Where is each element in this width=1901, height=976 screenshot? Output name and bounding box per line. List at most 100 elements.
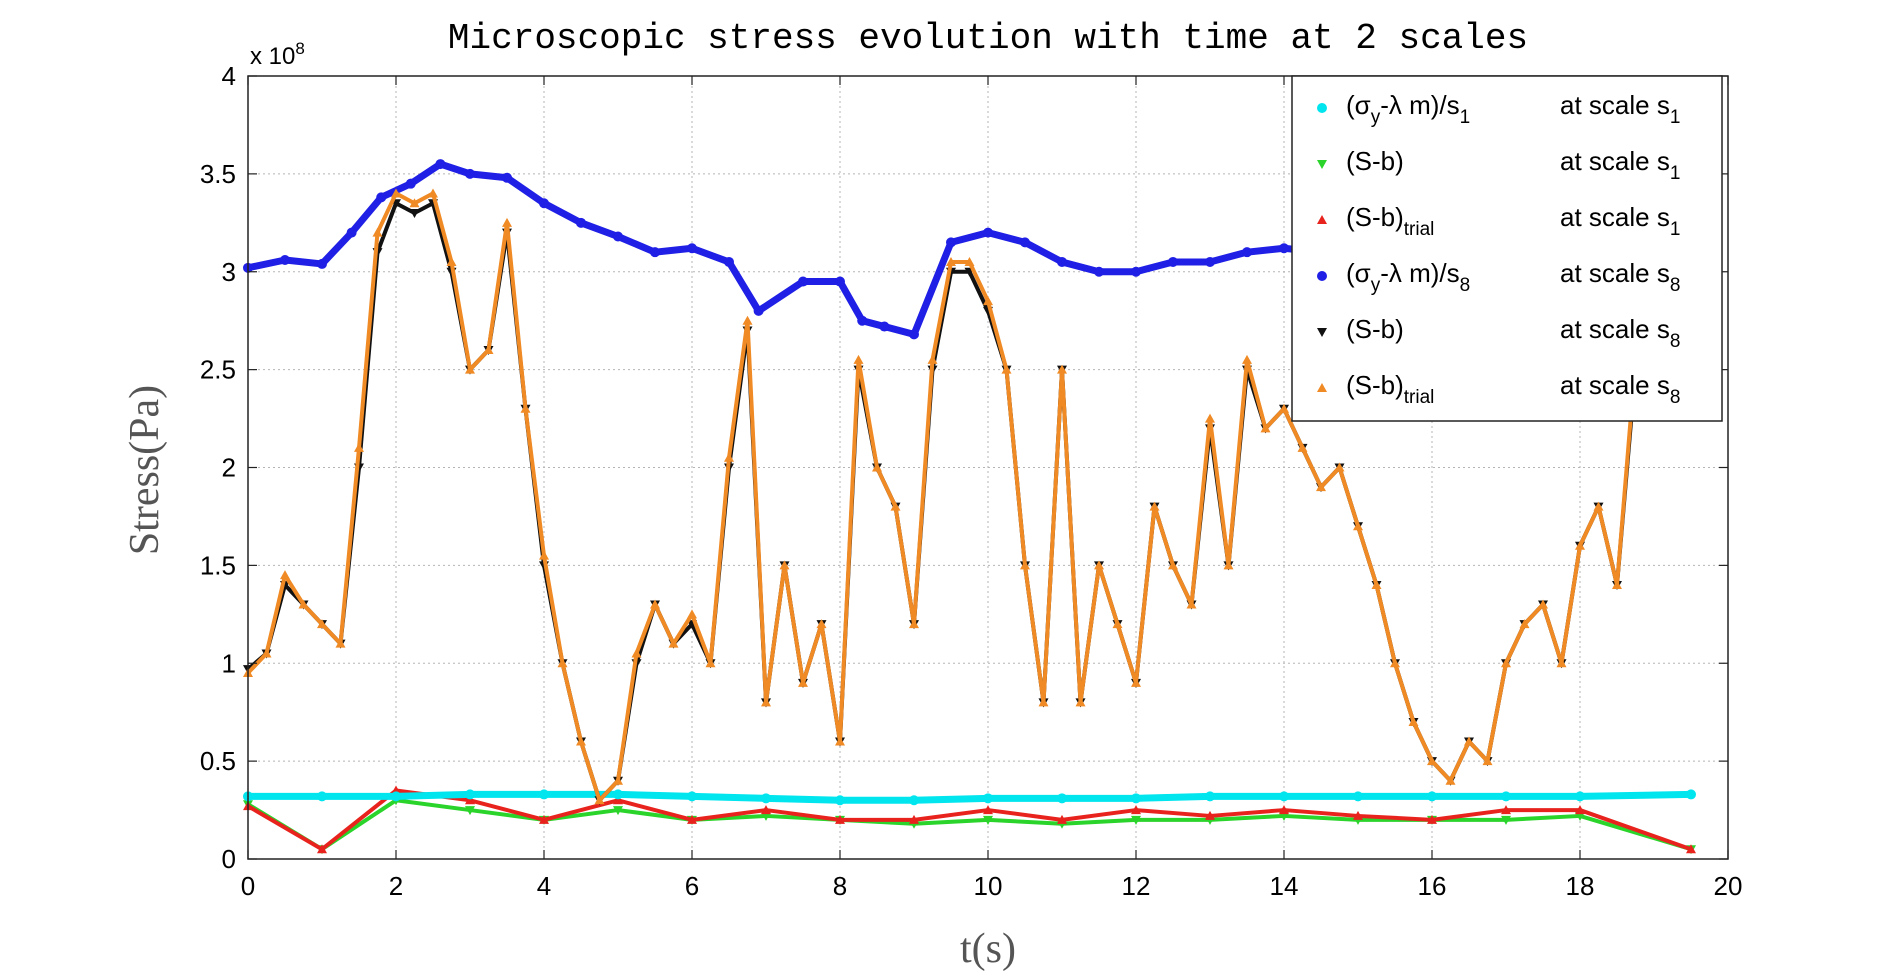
data-point bbox=[372, 227, 383, 237]
data-point bbox=[1205, 256, 1215, 267]
data-point bbox=[1316, 482, 1326, 492]
data-point bbox=[1427, 814, 1437, 824]
legend-entry-yield_s1: (σy-λ m)/s1 at scale s1 bbox=[1317, 90, 1680, 128]
data-point bbox=[879, 321, 890, 332]
data-point bbox=[520, 403, 531, 413]
data-point bbox=[428, 188, 438, 198]
x-tick-label: 18 bbox=[1566, 871, 1595, 901]
data-point bbox=[613, 795, 623, 805]
y-tick-label: 1.5 bbox=[200, 550, 236, 580]
data-point bbox=[465, 789, 475, 800]
legend-marker bbox=[1317, 215, 1327, 224]
data-point bbox=[317, 258, 327, 269]
data-point bbox=[1353, 791, 1363, 802]
data-point bbox=[613, 806, 623, 816]
x-tick-label: 0 bbox=[241, 871, 255, 901]
data-point bbox=[927, 354, 938, 364]
data-point bbox=[1279, 811, 1289, 821]
data-point bbox=[761, 793, 771, 804]
data-point bbox=[1223, 560, 1234, 570]
y-tick-label: 2 bbox=[222, 453, 236, 483]
data-point bbox=[1390, 658, 1400, 668]
data-point bbox=[613, 775, 623, 785]
legend-label: (σy-λ m)/s8 bbox=[1346, 258, 1470, 296]
x-tick-label: 6 bbox=[685, 871, 699, 901]
series-yield_s8 bbox=[243, 159, 1326, 340]
x-tick-label: 20 bbox=[1714, 871, 1743, 901]
data-point bbox=[687, 243, 697, 254]
y-exponent-label: x 108 bbox=[250, 39, 305, 70]
data-point bbox=[465, 795, 475, 805]
x-tick-label: 16 bbox=[1418, 871, 1447, 901]
data-point bbox=[1057, 256, 1067, 267]
data-point bbox=[1575, 805, 1585, 815]
data-point bbox=[742, 315, 753, 325]
legend-scale-label: at scale s8 bbox=[1560, 314, 1680, 352]
data-point bbox=[687, 609, 697, 619]
data-point bbox=[1020, 237, 1030, 248]
data-point bbox=[1612, 579, 1622, 589]
data-point bbox=[1501, 805, 1511, 815]
data-point bbox=[1279, 403, 1289, 413]
y-tick-label: 0.5 bbox=[200, 746, 236, 776]
data-point bbox=[1427, 791, 1437, 802]
data-point bbox=[1205, 810, 1215, 820]
data-point bbox=[983, 805, 993, 815]
data-point bbox=[872, 462, 882, 472]
data-point bbox=[909, 619, 919, 629]
data-point bbox=[1575, 791, 1585, 802]
data-point bbox=[539, 814, 549, 824]
data-point bbox=[1445, 775, 1456, 785]
data-point bbox=[1279, 243, 1289, 254]
legend-marker bbox=[1317, 328, 1327, 337]
data-point bbox=[1168, 256, 1178, 267]
grid-lines bbox=[248, 76, 1728, 859]
data-point bbox=[705, 658, 716, 668]
data-point bbox=[1501, 658, 1511, 668]
series-line bbox=[246, 788, 1692, 852]
legend-scale-label: at scale s1 bbox=[1560, 90, 1680, 128]
data-point bbox=[890, 501, 901, 511]
y-tick-label: 0 bbox=[222, 844, 236, 874]
legend-box bbox=[1291, 75, 1723, 422]
data-point bbox=[1279, 791, 1289, 802]
data-point bbox=[1057, 814, 1067, 824]
data-point bbox=[964, 256, 975, 266]
x-axis-label: t(s) bbox=[960, 926, 1016, 972]
data-point bbox=[1556, 658, 1567, 668]
data-point bbox=[724, 256, 734, 267]
data-point bbox=[446, 256, 457, 266]
series-yield_s1 bbox=[243, 789, 1696, 806]
data-point bbox=[539, 198, 549, 209]
axis-ticks: 0 2 4 6 8 10 12 14 16 18 20 0 0.5 1 1.5 2 2.5 3 3.5 4 bbox=[200, 61, 1743, 901]
series-layer bbox=[243, 159, 1696, 855]
data-point bbox=[1260, 423, 1271, 433]
legend-entry-sbtrial_s8: (S-b)trial at scale s8 bbox=[1317, 370, 1680, 408]
data-point bbox=[1353, 810, 1363, 820]
data-point bbox=[317, 791, 327, 802]
series-line bbox=[247, 160, 1322, 338]
data-point bbox=[983, 296, 993, 306]
chart-title: Microscopic stress evolution with time a… bbox=[448, 18, 1528, 59]
data-point bbox=[1575, 811, 1585, 821]
data-point bbox=[465, 168, 475, 179]
data-point bbox=[354, 442, 364, 452]
data-point bbox=[724, 452, 734, 462]
data-point bbox=[409, 209, 420, 219]
data-point bbox=[376, 192, 387, 203]
x-tick-label: 4 bbox=[537, 871, 551, 901]
data-point bbox=[798, 276, 808, 287]
data-point bbox=[816, 619, 827, 629]
data-point bbox=[483, 345, 494, 355]
y-exponent-power: 8 bbox=[295, 39, 304, 58]
data-point bbox=[1279, 805, 1289, 815]
data-point bbox=[391, 791, 401, 802]
data-point bbox=[317, 844, 327, 854]
data-point bbox=[391, 188, 401, 198]
data-point bbox=[779, 560, 790, 570]
data-point bbox=[1131, 677, 1141, 687]
data-point bbox=[465, 806, 475, 816]
y-tick-label: 3.5 bbox=[200, 159, 236, 189]
data-point bbox=[1149, 501, 1160, 511]
